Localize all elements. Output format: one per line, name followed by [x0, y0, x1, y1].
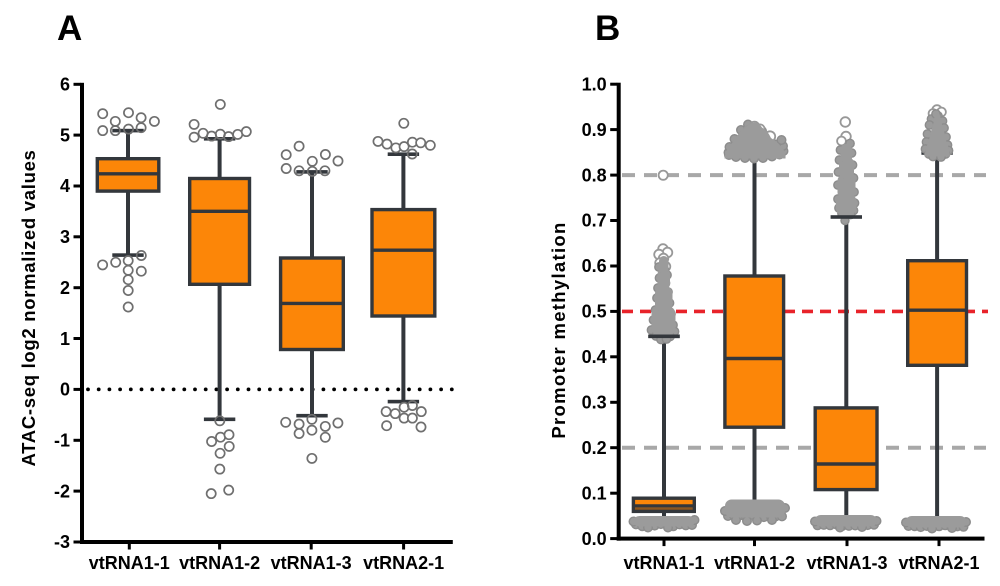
svg-text:B: B	[595, 9, 620, 48]
svg-text:-2: -2	[54, 481, 70, 501]
svg-text:0.6: 0.6	[582, 256, 607, 276]
svg-text:vtRNA1-2: vtRNA1-2	[714, 553, 795, 573]
svg-text:vtRNA1-3: vtRNA1-3	[271, 553, 352, 573]
svg-text:ATAC-seq log2 normalized value: ATAC-seq log2 normalized values	[18, 149, 39, 466]
svg-text:vtRNA2-1: vtRNA2-1	[363, 553, 444, 573]
svg-text:0.0: 0.0	[582, 529, 607, 549]
svg-text:0.5: 0.5	[582, 302, 607, 322]
svg-text:3: 3	[60, 227, 70, 247]
svg-text:1: 1	[60, 329, 70, 349]
svg-text:0.4: 0.4	[582, 347, 607, 367]
svg-text:vtRNA2-1: vtRNA2-1	[898, 553, 979, 573]
svg-text:vtRNA1-1: vtRNA1-1	[623, 553, 704, 573]
svg-text:Promoter methylation: Promoter methylation	[548, 221, 569, 438]
svg-text:0.8: 0.8	[582, 165, 607, 185]
svg-text:1.0: 1.0	[582, 74, 607, 94]
svg-text:0.2: 0.2	[582, 438, 607, 458]
svg-text:vtRNA1-3: vtRNA1-3	[806, 553, 887, 573]
svg-text:6: 6	[60, 75, 70, 95]
svg-text:A: A	[57, 9, 82, 48]
svg-text:0.1: 0.1	[582, 483, 607, 503]
svg-text:4: 4	[60, 176, 70, 196]
svg-text:vtRNA1-1: vtRNA1-1	[89, 553, 170, 573]
svg-text:vtRNA1-2: vtRNA1-2	[179, 553, 260, 573]
svg-text:0.7: 0.7	[582, 211, 607, 231]
svg-text:-3: -3	[54, 532, 70, 552]
svg-text:-1: -1	[54, 430, 70, 450]
svg-text:0.9: 0.9	[582, 120, 607, 140]
svg-text:2: 2	[60, 278, 70, 298]
svg-text:0: 0	[60, 380, 70, 400]
svg-text:5: 5	[60, 125, 70, 145]
svg-text:0.3: 0.3	[582, 392, 607, 412]
